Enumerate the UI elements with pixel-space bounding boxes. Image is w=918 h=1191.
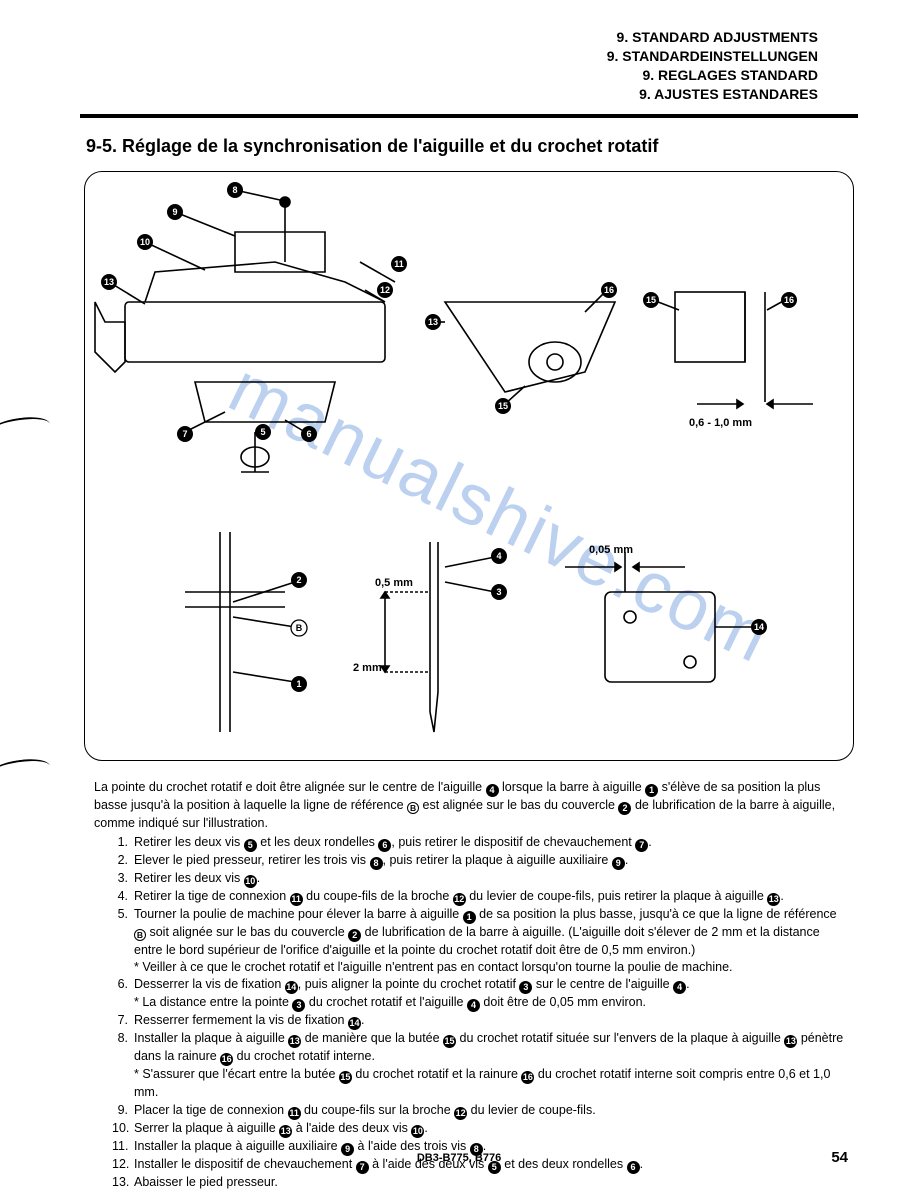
svg-text:16: 16 <box>784 295 794 305</box>
figure-container: manualshive.com <box>84 171 854 761</box>
svg-text:5: 5 <box>260 427 265 437</box>
numbered-steps: 1. Retirer les deux vis 5 et les deux ro… <box>112 834 848 1191</box>
svg-text:1: 1 <box>296 679 301 689</box>
svg-text:14: 14 <box>754 622 764 632</box>
dimension-label: 0,6 - 1,0 mm <box>689 417 752 429</box>
svg-text:7: 7 <box>182 429 187 439</box>
step-row: 2. Elever le pied presseur, retirer les … <box>112 852 848 870</box>
svg-text:15: 15 <box>498 401 508 411</box>
header-line: 9. STANDARDEINSTELLUNGEN <box>80 47 818 66</box>
binding-mark-bottom <box>0 756 51 784</box>
step-row: 7. Resserrer fermement la vis de fixatio… <box>112 1012 848 1030</box>
step-row: 5. Tourner la poulie de machine pour éle… <box>112 906 848 977</box>
svg-text:13: 13 <box>104 277 114 287</box>
svg-text:4: 4 <box>496 551 501 561</box>
svg-text:10: 10 <box>140 237 150 247</box>
page-number: 54 <box>831 1149 848 1166</box>
technical-diagram: 8 9 10 13 11 12 7 6 5 13 15 16 15 16 2 B… <box>85 172 854 761</box>
step-row: 3. Retirer les deux vis 10. <box>112 870 848 888</box>
step-row: 4. Retirer la tige de connexion 11 du co… <box>112 888 848 906</box>
instruction-text: La pointe du crochet rotatif e doit être… <box>94 779 848 1191</box>
step-row: 10. Serrer la plaque à aiguille 13 à l'a… <box>112 1120 848 1138</box>
binding-mark-top <box>0 414 51 442</box>
svg-text:B: B <box>296 623 303 633</box>
svg-text:16: 16 <box>604 285 614 295</box>
ref-icon: 1 <box>645 784 658 797</box>
svg-text:6: 6 <box>306 429 311 439</box>
svg-text:2: 2 <box>296 575 301 585</box>
ref-icon: 2 <box>618 802 631 815</box>
ref-icon: B <box>407 802 419 814</box>
svg-text:11: 11 <box>394 259 404 269</box>
svg-text:13: 13 <box>428 317 438 327</box>
header-line: 9. REGLAGES STANDARD <box>80 66 818 85</box>
svg-text:3: 3 <box>496 587 501 597</box>
footer-model: DB3-B775, B776 <box>0 1152 918 1164</box>
step-row: 8. Installer la plaque à aiguille 13 de … <box>112 1030 848 1101</box>
step-row: 1. Retirer les deux vis 5 et les deux ro… <box>112 834 848 852</box>
svg-text:12: 12 <box>380 285 390 295</box>
dimension-label: 0,05 mm <box>589 544 633 556</box>
chapter-header: 9. STANDARD ADJUSTMENTS 9. STANDARDEINST… <box>80 28 818 104</box>
header-line: 9. AJUSTES ESTANDARES <box>80 85 818 104</box>
step-row: 6. Desserrer la vis de fixation 14, puis… <box>112 976 848 1012</box>
section-title: 9-5. Réglage de la synchronisation de l'… <box>86 136 858 157</box>
step-row: 13. Abaisser le pied presseur. <box>112 1174 848 1191</box>
svg-text:8: 8 <box>232 185 237 195</box>
ref-icon: 4 <box>486 784 499 797</box>
step-row: 9. Placer la tige de connexion 11 du cou… <box>112 1102 848 1120</box>
dimension-label: 2 mm <box>353 662 382 674</box>
svg-text:15: 15 <box>646 295 656 305</box>
dimension-label: 0,5 mm <box>375 577 413 589</box>
svg-text:9: 9 <box>172 207 177 217</box>
header-line: 9. STANDARD ADJUSTMENTS <box>80 28 818 47</box>
intro-paragraph: La pointe du crochet rotatif e doit être… <box>94 779 848 832</box>
horizontal-rule <box>80 114 858 118</box>
